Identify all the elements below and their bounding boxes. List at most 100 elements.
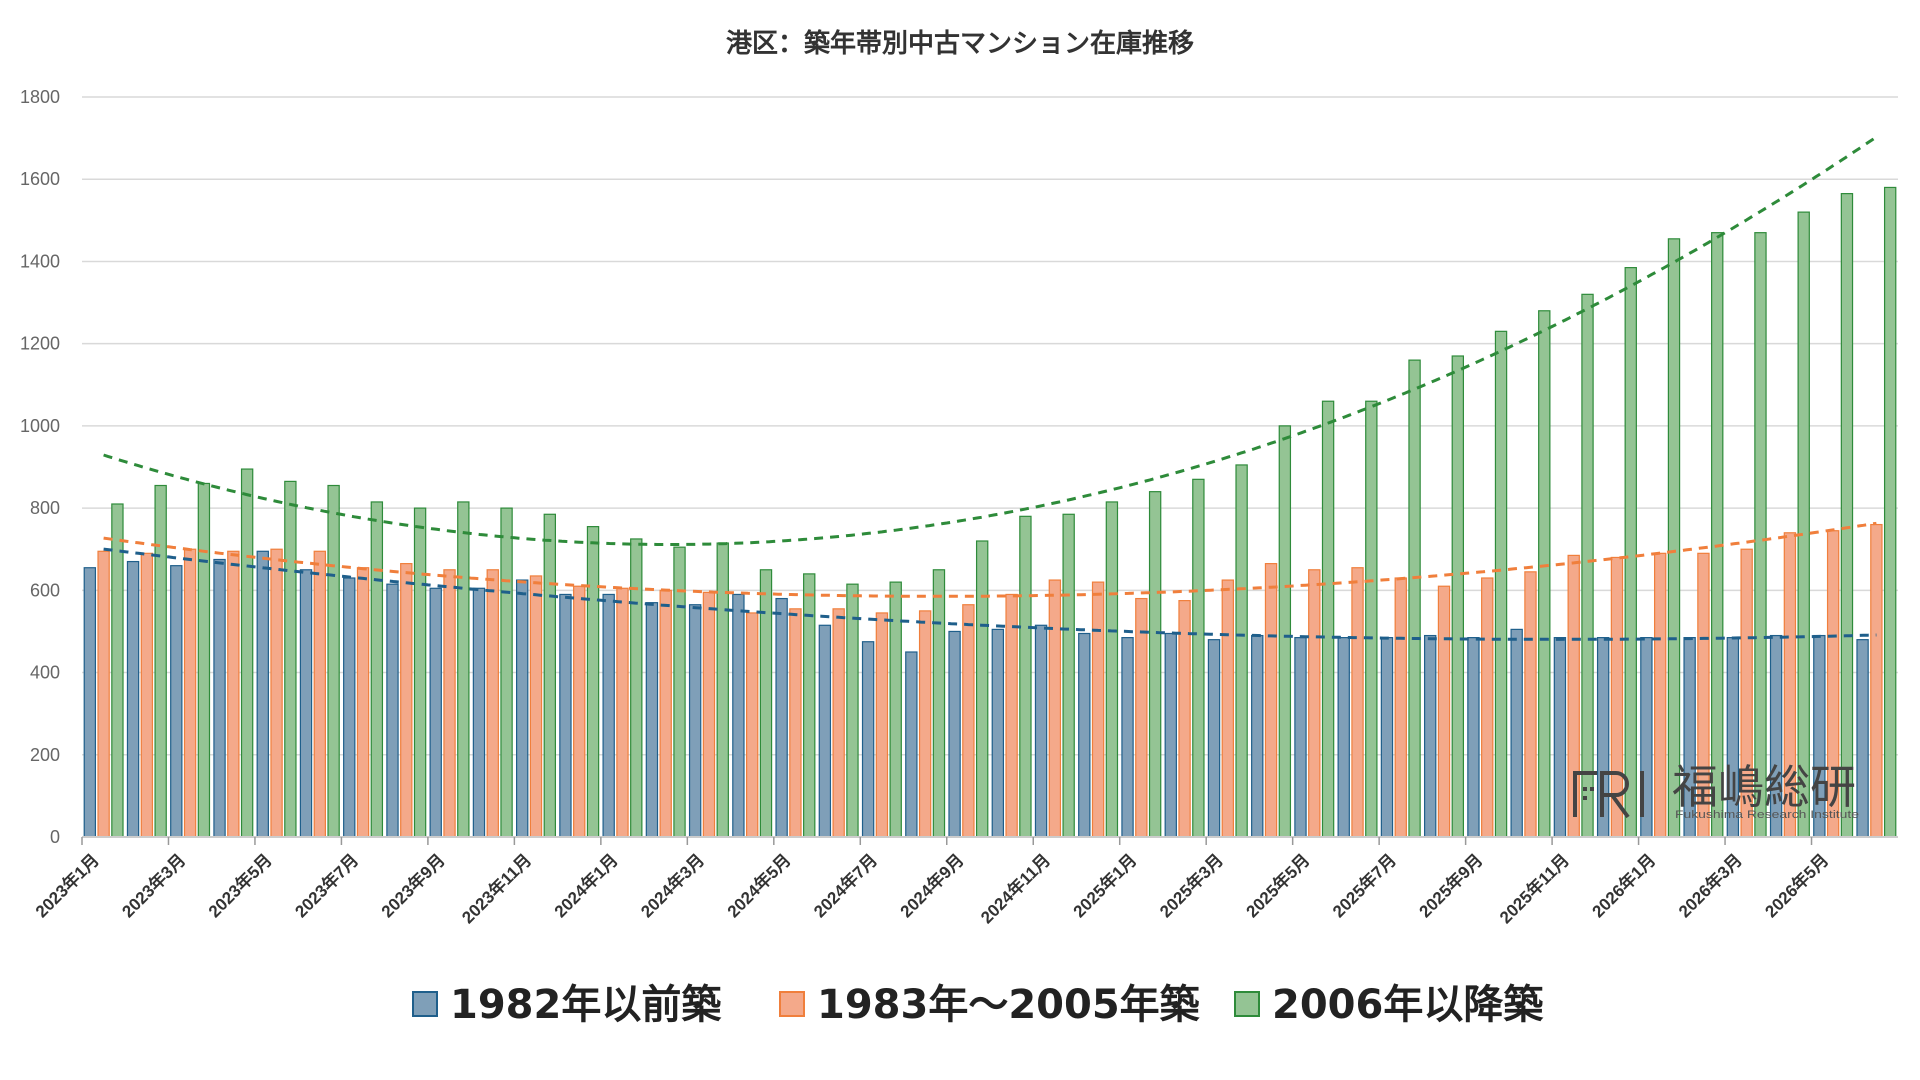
bar (97, 550, 110, 838)
bar (1408, 359, 1421, 838)
x-axis-ticks: 2023年1月 2023年3月 2023年5月 2023年7月 2023年9月 2023年… (31, 837, 1832, 927)
bar (183, 548, 197, 838)
x-tick-label: 2024年1月 (550, 850, 622, 922)
bar (645, 602, 659, 838)
bar (472, 587, 486, 838)
bar (818, 624, 832, 838)
legend-item-1: 1982年以前築 (412, 982, 722, 1028)
bar (1164, 632, 1177, 838)
y-tick-label: 1000 (20, 416, 60, 436)
bar (732, 593, 745, 838)
bar (875, 612, 889, 838)
legend-label: 1983年～2005年築 (817, 982, 1201, 1028)
bar (1840, 193, 1854, 838)
x-tick-label: 2023年5月 (204, 850, 276, 922)
x-tick-label: 2025年3月 (1155, 850, 1227, 922)
bar (1624, 267, 1637, 838)
bar (573, 585, 586, 838)
bar (111, 503, 124, 838)
bar (170, 565, 183, 838)
x-tick-label: 2024年5月 (723, 850, 795, 922)
y-tick-label: 1800 (20, 87, 60, 107)
y-tick-label: 800 (30, 498, 60, 518)
bar (500, 507, 513, 838)
fri-logo-icon (1573, 771, 1644, 819)
bar (313, 550, 327, 838)
series-2-bars (97, 523, 1883, 838)
bar (1510, 628, 1523, 838)
x-tick-label: 2023年9月 (377, 850, 449, 922)
bar (1481, 577, 1494, 838)
bar (227, 550, 240, 838)
bar (197, 482, 211, 838)
trendline-series-2 (103, 521, 1877, 598)
bar (443, 569, 456, 838)
bar (413, 507, 427, 838)
x-tick-label: 2025年7月 (1328, 850, 1400, 922)
bar (616, 587, 629, 838)
legend-item-2: 1983年～2005年築 (779, 982, 1201, 1028)
bar (370, 501, 384, 838)
bar (1653, 552, 1667, 838)
bar (702, 591, 716, 838)
bar (716, 542, 729, 838)
bar (1278, 425, 1292, 838)
watermark-subtitle: Fukushima Research Institute (1675, 809, 1859, 821)
x-tick-label: 2026年1月 (1588, 850, 1660, 922)
legend-swatch (412, 991, 438, 1017)
bar (1005, 593, 1018, 838)
bar (1856, 639, 1869, 838)
bar (991, 628, 1005, 838)
bar (832, 608, 845, 838)
watermark-name: 福嶋総研 (1672, 760, 1856, 814)
bars (83, 186, 1897, 838)
x-tick-label: 2023年1月 (31, 850, 103, 922)
bar (1048, 579, 1062, 838)
trendline-series-3 (103, 135, 1878, 546)
bar (256, 550, 269, 838)
series-3-bars (111, 186, 1897, 838)
x-tick-label: 2024年11月 (976, 850, 1054, 928)
x-tick-label: 2026年5月 (1761, 850, 1833, 922)
bar (1308, 569, 1321, 838)
bar (1294, 637, 1307, 838)
y-tick-label: 200 (30, 745, 60, 765)
x-tick-label: 2025年1月 (1069, 850, 1141, 922)
bar (861, 641, 875, 838)
x-tick-label: 2023年7月 (291, 850, 363, 922)
bar (1451, 355, 1464, 838)
legend-label: 1982年以前築 (450, 982, 722, 1028)
bar (1423, 634, 1437, 838)
x-tick-label: 2024年7月 (809, 850, 881, 922)
bar (240, 468, 254, 838)
x-tick-label: 2024年9月 (896, 850, 968, 922)
bar (154, 484, 167, 838)
bar (948, 630, 961, 838)
trendline-series-1 (103, 547, 1877, 641)
x-tick-label: 2023年3月 (118, 850, 190, 922)
x-tick-label: 2025年5月 (1242, 850, 1314, 922)
bar (429, 587, 442, 838)
bar (1797, 211, 1810, 838)
bar (803, 573, 816, 838)
bar (918, 610, 932, 838)
bar (1221, 579, 1235, 838)
bar (486, 569, 499, 838)
bar (356, 567, 370, 838)
bar (1337, 637, 1350, 838)
bar (1870, 523, 1883, 838)
bar (1524, 571, 1537, 838)
bar (659, 589, 672, 838)
bar (327, 484, 340, 838)
bar (1494, 330, 1508, 838)
bar (775, 597, 788, 838)
bar (270, 548, 283, 838)
bar (529, 575, 543, 838)
bar (1394, 577, 1407, 838)
x-tick-label: 2025年11月 (1495, 850, 1573, 928)
bar (1251, 634, 1264, 838)
legend-swatch (1234, 991, 1260, 1017)
bar (1380, 637, 1394, 838)
